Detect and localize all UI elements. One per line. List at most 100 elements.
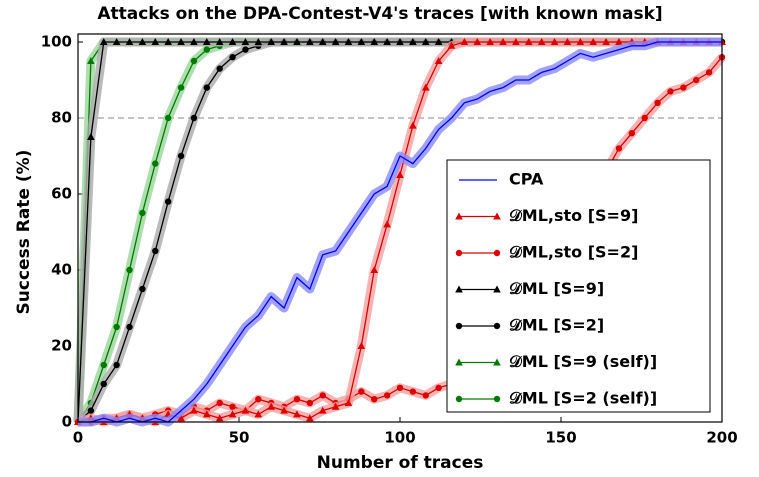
marker [306,399,314,407]
y-tick-label: 20 [51,337,72,355]
x-tick-label: 50 [229,429,250,447]
x-tick-label: 100 [384,429,415,447]
marker [112,38,121,45]
marker [602,38,610,45]
marker [396,384,404,391]
marker [357,342,366,349]
marker [537,38,546,45]
marker [486,38,494,45]
chart-title: Attacks on the DPA-Contest-V4's traces [… [97,4,662,24]
marker [318,406,327,414]
marker [318,38,327,45]
marker [641,114,648,122]
marker [493,212,501,220]
marker [228,38,237,45]
marker [460,38,469,45]
marker [370,266,379,273]
marker [280,406,288,414]
legend-label: 𝒟ML [S=9] [509,279,604,298]
marker [177,84,185,91]
marker [525,38,533,45]
marker [228,410,237,418]
marker [628,130,636,137]
legend-box [446,159,711,413]
marker [370,38,379,45]
marker [455,212,463,220]
x-tick-label: 200 [706,429,737,447]
legend-label: 𝒟ML,sto [S=2] [509,243,638,262]
marker [254,410,263,418]
marker [409,121,417,129]
marker [126,323,133,331]
marker [493,285,501,293]
marker [242,46,249,53]
marker [229,403,236,410]
x-tick-label: 150 [545,429,576,447]
marker [152,160,159,167]
marker [383,392,391,399]
marker [455,322,463,330]
marker [190,38,198,45]
marker [100,380,107,388]
marker [241,406,250,414]
y-tick-label: 60 [51,185,72,203]
marker [280,38,288,45]
marker [151,38,160,45]
y-tick-label: 100 [41,33,72,51]
marker [667,88,674,95]
y-axis-label: Success Rate (%) [14,150,34,315]
marker [215,414,224,422]
marker [87,57,95,64]
marker [550,38,559,45]
marker [216,65,223,72]
marker [255,396,262,403]
x-axis-label: Number of traces [317,453,484,473]
marker [434,57,443,64]
marker [357,38,366,45]
legend-label: 𝒟ML,sto [S=9] [509,206,638,225]
marker [190,406,198,414]
marker [216,399,223,407]
marker [396,171,404,178]
marker [383,38,391,45]
marker [493,249,501,257]
marker [215,38,224,45]
series-line [78,41,722,423]
marker [113,323,120,331]
plot-frame [77,33,723,423]
marker [371,396,378,403]
marker [267,38,275,45]
y-tick-label: 0 [62,413,72,431]
y-tick-label: 80 [51,109,72,127]
marker [512,38,520,45]
marker [422,392,429,399]
marker [241,38,250,45]
marker [409,38,417,45]
marker [203,46,210,53]
marker [293,396,301,403]
marker [434,38,443,45]
marker [421,83,430,91]
legend-label: CPA [509,170,544,189]
marker [164,198,172,205]
marker [125,38,134,45]
marker [680,84,687,91]
marker [177,152,185,160]
marker [164,114,172,122]
marker [100,361,107,369]
marker [396,38,404,45]
marker [254,38,263,45]
marker [383,220,391,228]
marker [99,38,108,45]
marker [499,38,507,45]
legend-label: 𝒟ML [S=2 (self)] [509,389,657,408]
marker [177,38,185,45]
marker [654,99,661,107]
marker [705,69,713,76]
marker [203,38,211,45]
marker [139,209,146,217]
marker [190,57,198,65]
marker [113,361,120,369]
marker [615,38,623,45]
